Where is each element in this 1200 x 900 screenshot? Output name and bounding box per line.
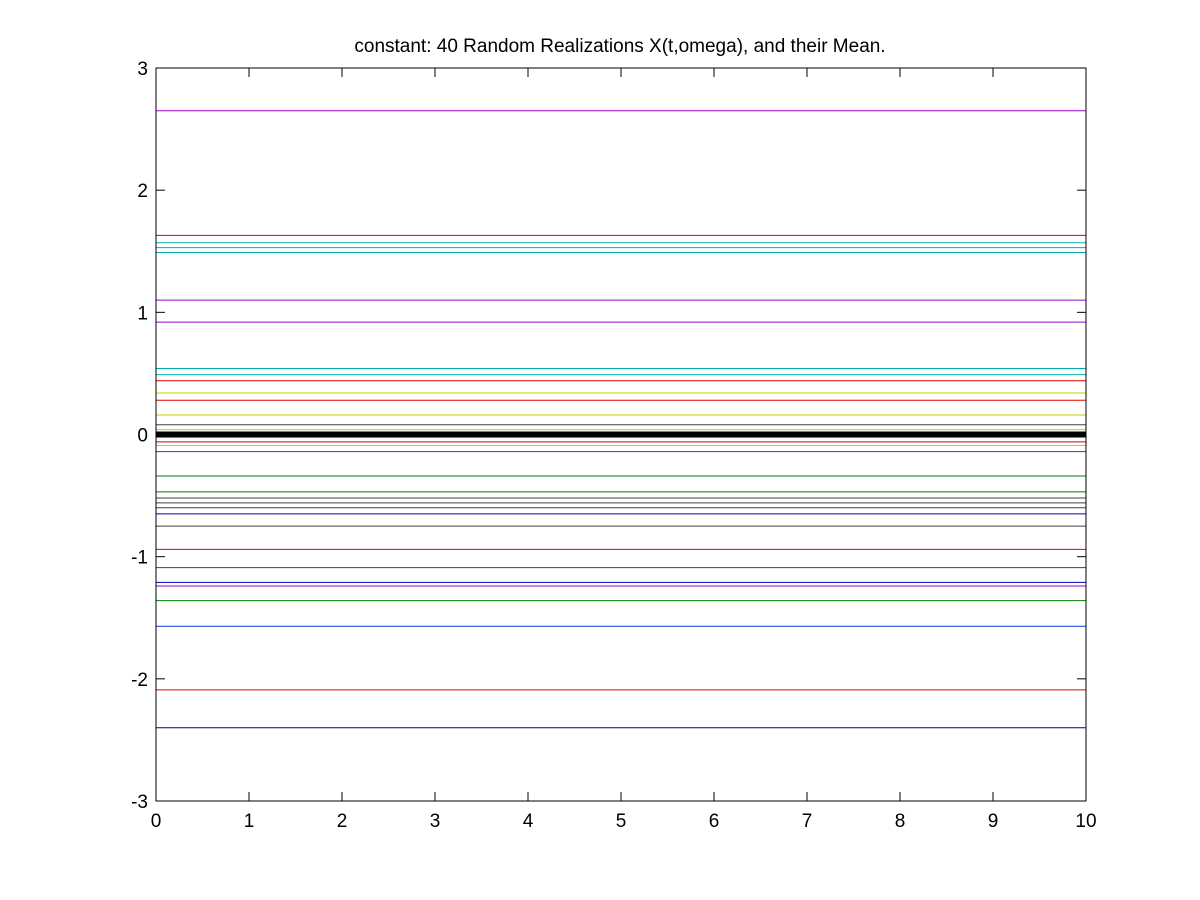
y-tick-label: 2	[137, 181, 148, 202]
y-tick-label: 0	[137, 426, 148, 447]
x-tick-label: 3	[430, 811, 441, 832]
y-tick-label: -1	[131, 548, 148, 569]
x-tick-label: 4	[523, 811, 534, 832]
y-tick-label: 1	[137, 303, 148, 324]
x-tick-label: 10	[1075, 811, 1096, 832]
x-tick-label: 5	[616, 811, 627, 832]
x-tick-label: 7	[802, 811, 813, 832]
chart-title: constant: 40 Random Realizations X(t,ome…	[354, 36, 885, 57]
x-tick-label: 8	[895, 811, 906, 832]
y-tick-label: -3	[131, 792, 148, 813]
x-tick-label: 9	[988, 811, 999, 832]
y-tick-label: 3	[137, 59, 148, 80]
y-tick-label: -2	[131, 670, 148, 691]
x-tick-label: 6	[709, 811, 720, 832]
x-tick-label: 2	[337, 811, 348, 832]
series-layer	[156, 110, 1086, 729]
x-tick-label: 1	[244, 811, 255, 832]
x-tick-label: 0	[151, 811, 162, 832]
